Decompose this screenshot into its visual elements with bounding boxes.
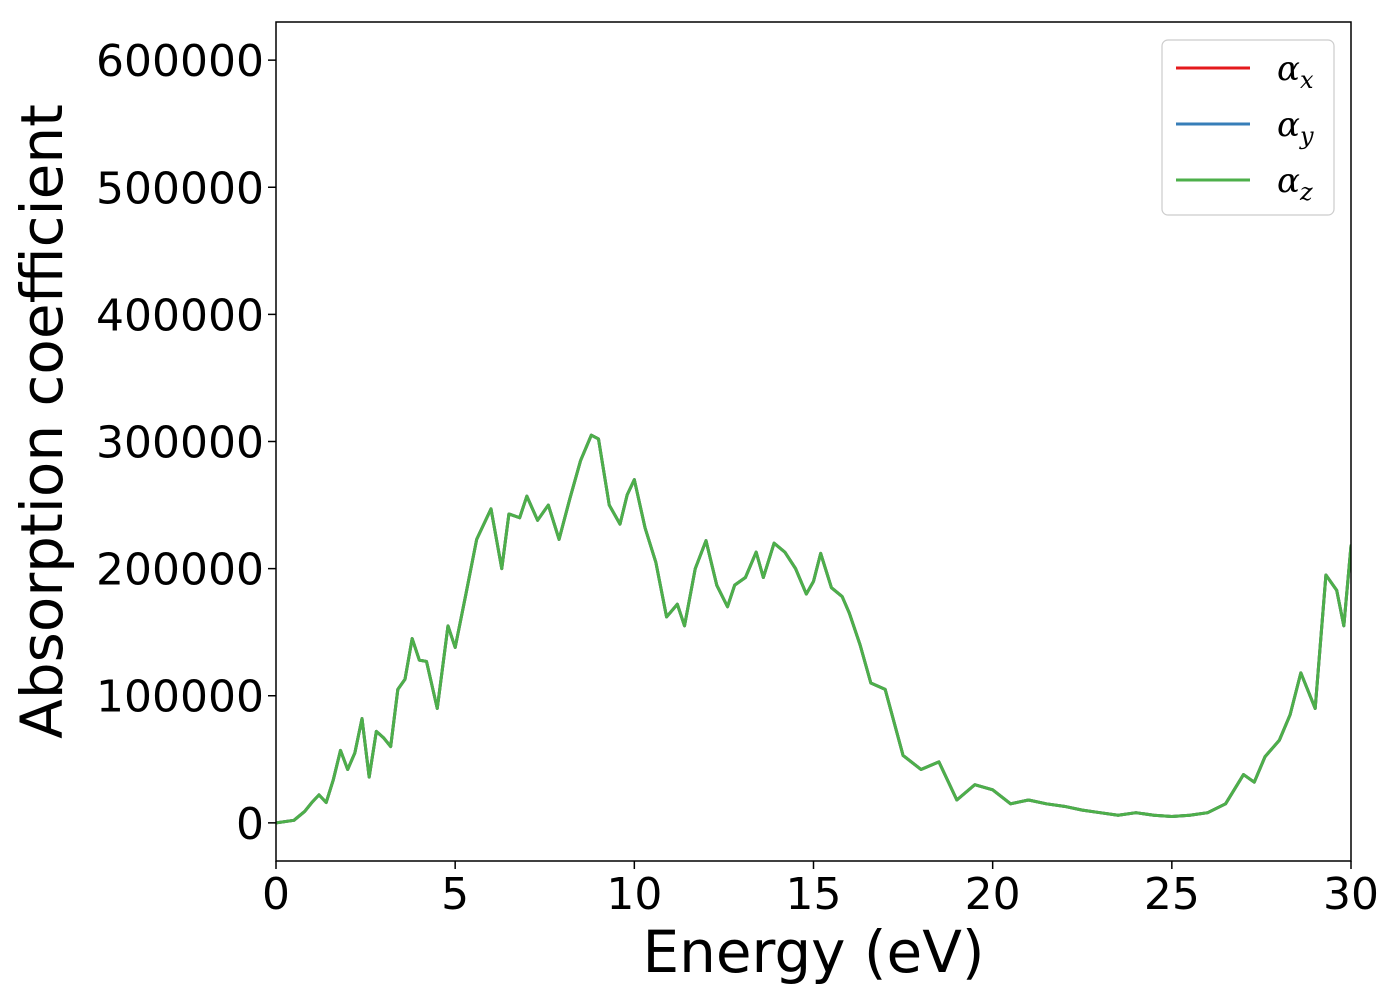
y-tick-label: 0: [236, 799, 264, 850]
series-line-3: [276, 433, 1351, 825]
x-axis: 0 5 10 15 20 25 30: [262, 861, 1379, 920]
y-axis-label: Absorption coefficient: [8, 104, 76, 739]
y-tick-label: 500000: [96, 163, 264, 214]
x-axis-label: Energy (eV): [642, 918, 984, 986]
series-line-2: [276, 433, 1351, 825]
series-line-1: [276, 433, 1351, 825]
legend-label-sub: y: [1299, 122, 1314, 150]
y-tick-label: 400000: [96, 290, 264, 341]
legend-label-main: α: [1277, 105, 1300, 145]
x-tick-label: 5: [441, 869, 469, 920]
y-tick-label: 300000: [96, 418, 264, 469]
legend-label-main: α: [1277, 161, 1300, 201]
legend-label-sub: z: [1299, 178, 1313, 206]
legend-entry: αz: [1277, 161, 1313, 206]
x-tick-label: 15: [786, 869, 842, 920]
x-tick-label: 25: [1144, 869, 1200, 920]
y-tick-label: 600000: [96, 36, 264, 87]
legend-label-main: α: [1277, 49, 1300, 89]
legend-entry: αx: [1277, 49, 1314, 94]
legend-label-sub: x: [1300, 66, 1314, 94]
legend-entry: αy: [1277, 105, 1314, 150]
y-axis: 0 100000 200000 300000 400000 500000 600000: [96, 36, 276, 850]
x-tick-label: 0: [262, 869, 290, 920]
plot-area: [276, 433, 1351, 825]
x-tick-label: 30: [1323, 869, 1379, 920]
x-tick-label: 10: [606, 869, 662, 920]
y-tick-label: 100000: [96, 672, 264, 723]
legend-box: [1161, 39, 1335, 216]
y-tick-label: 200000: [96, 545, 264, 596]
x-tick-label: 20: [965, 869, 1021, 920]
